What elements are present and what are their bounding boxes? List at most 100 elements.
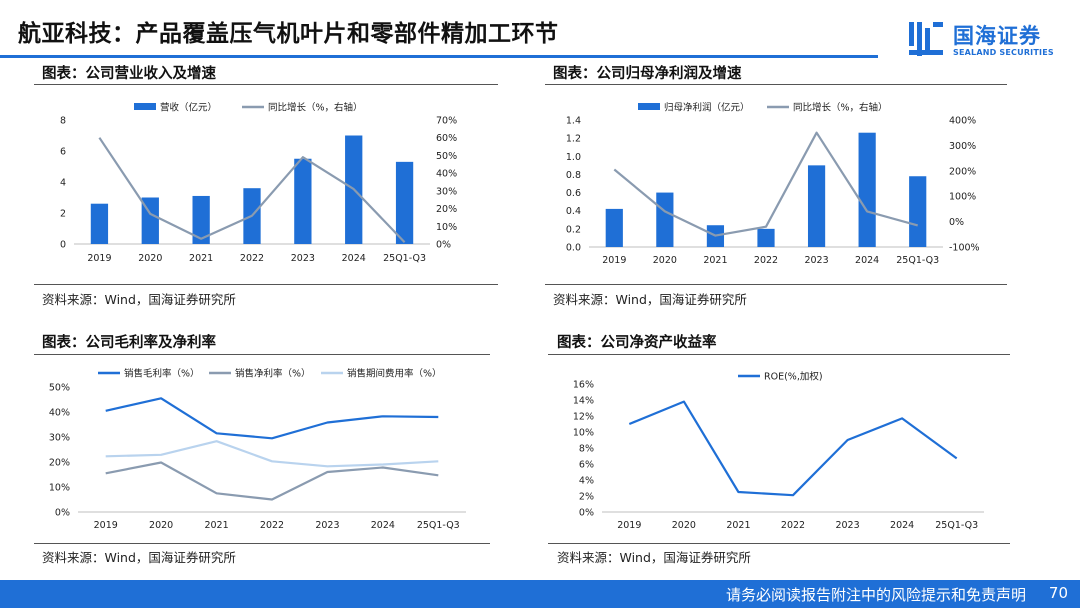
x-tick-label: 2022 [240,253,264,264]
y-tick-label: 6% [579,460,594,471]
x-tick-label: 2024 [890,520,914,531]
y-tick-label: 10% [573,428,594,439]
y2-tick-label: 300% [949,141,976,152]
x-tick-label: 2024 [371,520,395,531]
bar [757,228,775,247]
y2-tick-label: -100% [949,243,980,254]
bar [192,195,210,244]
sealand-logo-icon [909,22,943,56]
x-tick-label: 2021 [726,520,750,531]
company-logo: 国海证券 SEALAND SECURITIES [907,19,1067,61]
x-tick-label: 2023 [315,520,339,531]
net-profit-top-rule [545,84,1007,85]
revenue-bottom-rule [34,284,498,285]
bar [858,132,876,247]
bar [656,192,674,247]
bar [90,203,109,244]
y2-tick-label: 100% [949,192,976,203]
y-tick-label: 0% [579,508,594,519]
y-tick-label: 0.8 [566,170,581,181]
x-tick-label: 2022 [754,255,778,266]
legend-label: 同比增长（%，右轴） [268,102,363,114]
y2-tick-label: 0% [436,240,451,251]
y-tick-label: 1.2 [566,134,581,145]
y-tick-label: 0.6 [566,188,581,199]
legend-label: 归母净利润（亿元） [664,102,750,114]
x-tick-label: 2019 [617,520,641,531]
y-tick-label: 1.0 [566,152,581,163]
y-tick-label: 16% [573,380,594,391]
x-tick-label: 2023 [804,255,828,266]
y-tick-label: 8 [60,116,66,127]
y2-tick-label: 400% [949,116,976,127]
revenue-top-rule [34,84,498,85]
bar [807,165,826,247]
y-tick-label: 40% [49,408,70,419]
roe-chart: 0% 2% 4% 6% 8% 10% 12% 14% 16% 2019 2020 2021 2022 20… [573,371,984,531]
x-tick-label: 2020 [138,253,162,264]
series-line [613,131,918,237]
legend-label: 销售期间费用率（%） [347,368,442,380]
margin-top-rule [34,354,490,355]
footer-disclaimer[interactable]: 请务必阅读报告附注中的风险提示和免责声明 [725,586,1026,604]
legend-label: ROE(%,加权) [764,371,823,383]
x-tick-label: 2019 [87,253,111,264]
legend-swatch [638,103,660,110]
x-tick-label: 25Q1-Q3 [935,520,978,531]
y-tick-label: 4 [60,178,66,189]
y-tick-label: 12% [573,412,594,423]
y-tick-label: 20% [49,458,70,469]
footer-bar: 请务必阅读报告附注中的风险提示和免责声明 70 [0,580,1080,608]
y2-tick-label: 10% [436,222,457,233]
margin-chart: 0% 10% 20% 30% 40% 50% 2019 2020 2021 2022 2023 202… [49,368,466,531]
margin-panel-title: 图表：公司毛利率及净利率 [42,335,216,351]
y2-tick-label: 70% [436,116,457,127]
y-tick-label: 2% [579,492,594,503]
y-tick-label: 0.4 [566,206,581,217]
x-tick-label: 2023 [291,253,315,264]
net-profit-panel-title: 图表：公司归母净利润及增速 [553,66,742,82]
x-tick-label: 2023 [835,520,859,531]
x-tick-label: 2020 [149,520,173,531]
net-profit-chart: 0.0 0.2 0.4 0.6 0.8 1.0 1.2 1.4 -100% 0% 100% 200% 3… [566,102,980,267]
y-tick-label: 14% [573,396,594,407]
net-profit-bottom-rule [545,284,1007,285]
y-tick-label: 30% [49,433,70,444]
y-tick-label: 0 [60,240,66,251]
y2-tick-label: 0% [949,217,964,228]
logo-english-name: SEALAND SECURITIES [953,48,1054,57]
legend-label: 销售净利率（%） [235,368,311,380]
y-tick-label: 1.4 [566,116,581,127]
y2-tick-label: 60% [436,133,457,144]
x-tick-label: 2024 [342,253,366,264]
y-tick-label: 0.0 [566,243,581,254]
x-tick-label: 2020 [672,520,696,531]
x-tick-label: 2022 [781,520,805,531]
y-tick-label: 4% [579,476,594,487]
series-line [105,440,439,468]
x-tick-label: 2022 [260,520,284,531]
logo-name: 国海证券 [953,24,1041,48]
y-tick-label: 2 [60,209,66,220]
x-tick-label: 2019 [94,520,118,531]
y-tick-label: 0.2 [566,224,581,235]
y-tick-label: 0% [55,508,70,519]
legend-label: 营收（亿元） [160,102,217,114]
bar [909,176,927,247]
page-number: 70 [1048,584,1068,602]
series-line [628,400,958,497]
revenue-panel-title: 图表：公司营业收入及增速 [42,66,216,82]
revenue-chart: 0 2 4 6 8 0% 10% 20% 30% 40% 50% 60% 70% 2019 2020 2021… [60,102,457,265]
y2-tick-label: 50% [436,151,457,162]
x-tick-label: 2024 [855,255,879,266]
roe-source: 资料来源：Wind，国海证券研究所 [557,550,751,565]
net-profit-source: 资料来源：Wind，国海证券研究所 [553,292,747,307]
revenue-source: 资料来源：Wind，国海证券研究所 [42,292,236,307]
x-tick-label: 2020 [653,255,677,266]
y2-tick-label: 40% [436,169,457,180]
y-tick-label: 6 [60,147,66,158]
bar [294,158,312,244]
y-tick-label: 50% [49,383,70,394]
x-tick-label: 25Q1-Q3 [417,520,460,531]
y2-tick-label: 200% [949,166,976,177]
